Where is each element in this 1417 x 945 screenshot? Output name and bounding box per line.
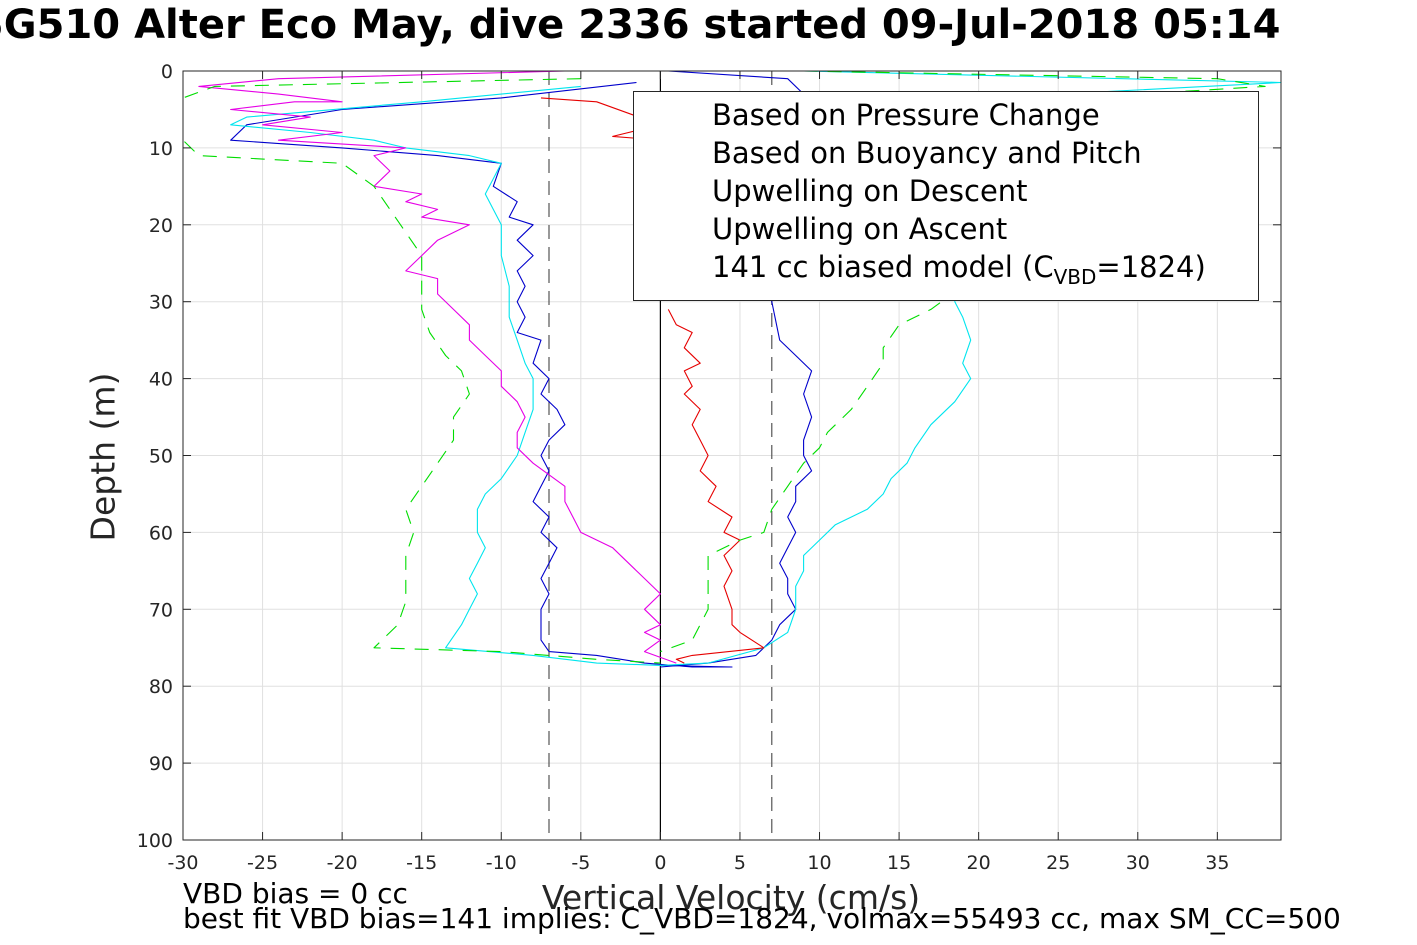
series-3-line-segment-0	[198, 71, 677, 664]
x-axis-label: Vertical Velocity (cm/s)	[541, 878, 921, 917]
x-tick-label: 0	[654, 852, 666, 874]
x-tick-label: -20	[327, 852, 358, 874]
legend: Based on Pressure Change Based on Buoyan…	[633, 91, 1259, 301]
y-tick-label: 70	[149, 599, 173, 621]
legend-label-biased-model-pre: 141 cc biased model (C	[712, 250, 1054, 284]
x-tick-label: -5	[571, 852, 590, 874]
legend-label-upwelling-descent: Upwelling on Descent	[712, 174, 1028, 208]
x-tick-label: 30	[1126, 852, 1150, 874]
x-tick-label: 15	[887, 852, 911, 874]
y-tick-label: 50	[149, 446, 173, 468]
y-tick-label: 40	[149, 369, 173, 391]
series-2-line-segment-1	[667, 309, 765, 664]
x-tick-label: -25	[247, 852, 278, 874]
y-tick-label: 100	[137, 830, 173, 852]
chart-title: SG510 Alter Eco May, dive 2336 started 0…	[0, 2, 1281, 48]
y-tick-label: 90	[149, 753, 173, 775]
x-tick-label: -10	[486, 852, 517, 874]
x-tick-label: 10	[807, 852, 831, 874]
legend-entry-pressure: Based on Pressure Change	[634, 96, 1258, 134]
x-tick-label: -15	[406, 852, 437, 874]
legend-entry-biased-model: 141 cc biased model (CVBD=1824)	[634, 248, 1258, 289]
legend-label-biased-model: 141 cc biased model (CVBD=1824)	[712, 250, 1206, 289]
legend-label-biased-model-post: =1824)	[1096, 250, 1206, 284]
y-axis-label: Depth (m)	[83, 372, 123, 542]
x-tick-label: -30	[167, 852, 198, 874]
vbd-bias-note: VBD bias = 0 cc	[183, 877, 408, 910]
y-tick-label: 30	[149, 292, 173, 314]
y-tick-label: 60	[149, 522, 173, 544]
series-0-line-segment-0	[230, 81, 733, 668]
tick-labels: -30 -25 -20 -15 -10 -5 0 5 10 15 20 25 30 35 0 10 20 30 40…	[137, 61, 1281, 874]
legend-label-buoyancy: Based on Buoyancy and Pitch	[712, 136, 1142, 170]
x-tick-label: 20	[967, 852, 991, 874]
y-tick-label: 20	[149, 215, 173, 237]
x-tick-label: 25	[1046, 852, 1070, 874]
legend-entry-buoyancy: Based on Buoyancy and Pitch	[634, 134, 1258, 172]
y-tick-label: 0	[161, 61, 173, 83]
x-tick-label: 5	[734, 852, 746, 874]
series-4-line-segment-0	[183, 78, 661, 664]
legend-label-upwelling-ascent: Upwelling on Ascent	[712, 212, 1008, 246]
y-tick-label: 80	[149, 676, 173, 698]
legend-label-biased-model-sub: VBD	[1053, 264, 1097, 289]
y-tick-label: 10	[149, 138, 173, 160]
series-1-line-segment-0	[230, 85, 661, 666]
legend-entry-upwelling-descent: Upwelling on Descent	[634, 172, 1258, 210]
x-tick-label: 35	[1205, 852, 1229, 874]
best-fit-note: best fit VBD bias=141 implies: C_VBD=182…	[183, 902, 1341, 935]
legend-label-pressure: Based on Pressure Change	[712, 98, 1100, 132]
legend-entry-upwelling-ascent: Upwelling on Ascent	[634, 210, 1258, 248]
